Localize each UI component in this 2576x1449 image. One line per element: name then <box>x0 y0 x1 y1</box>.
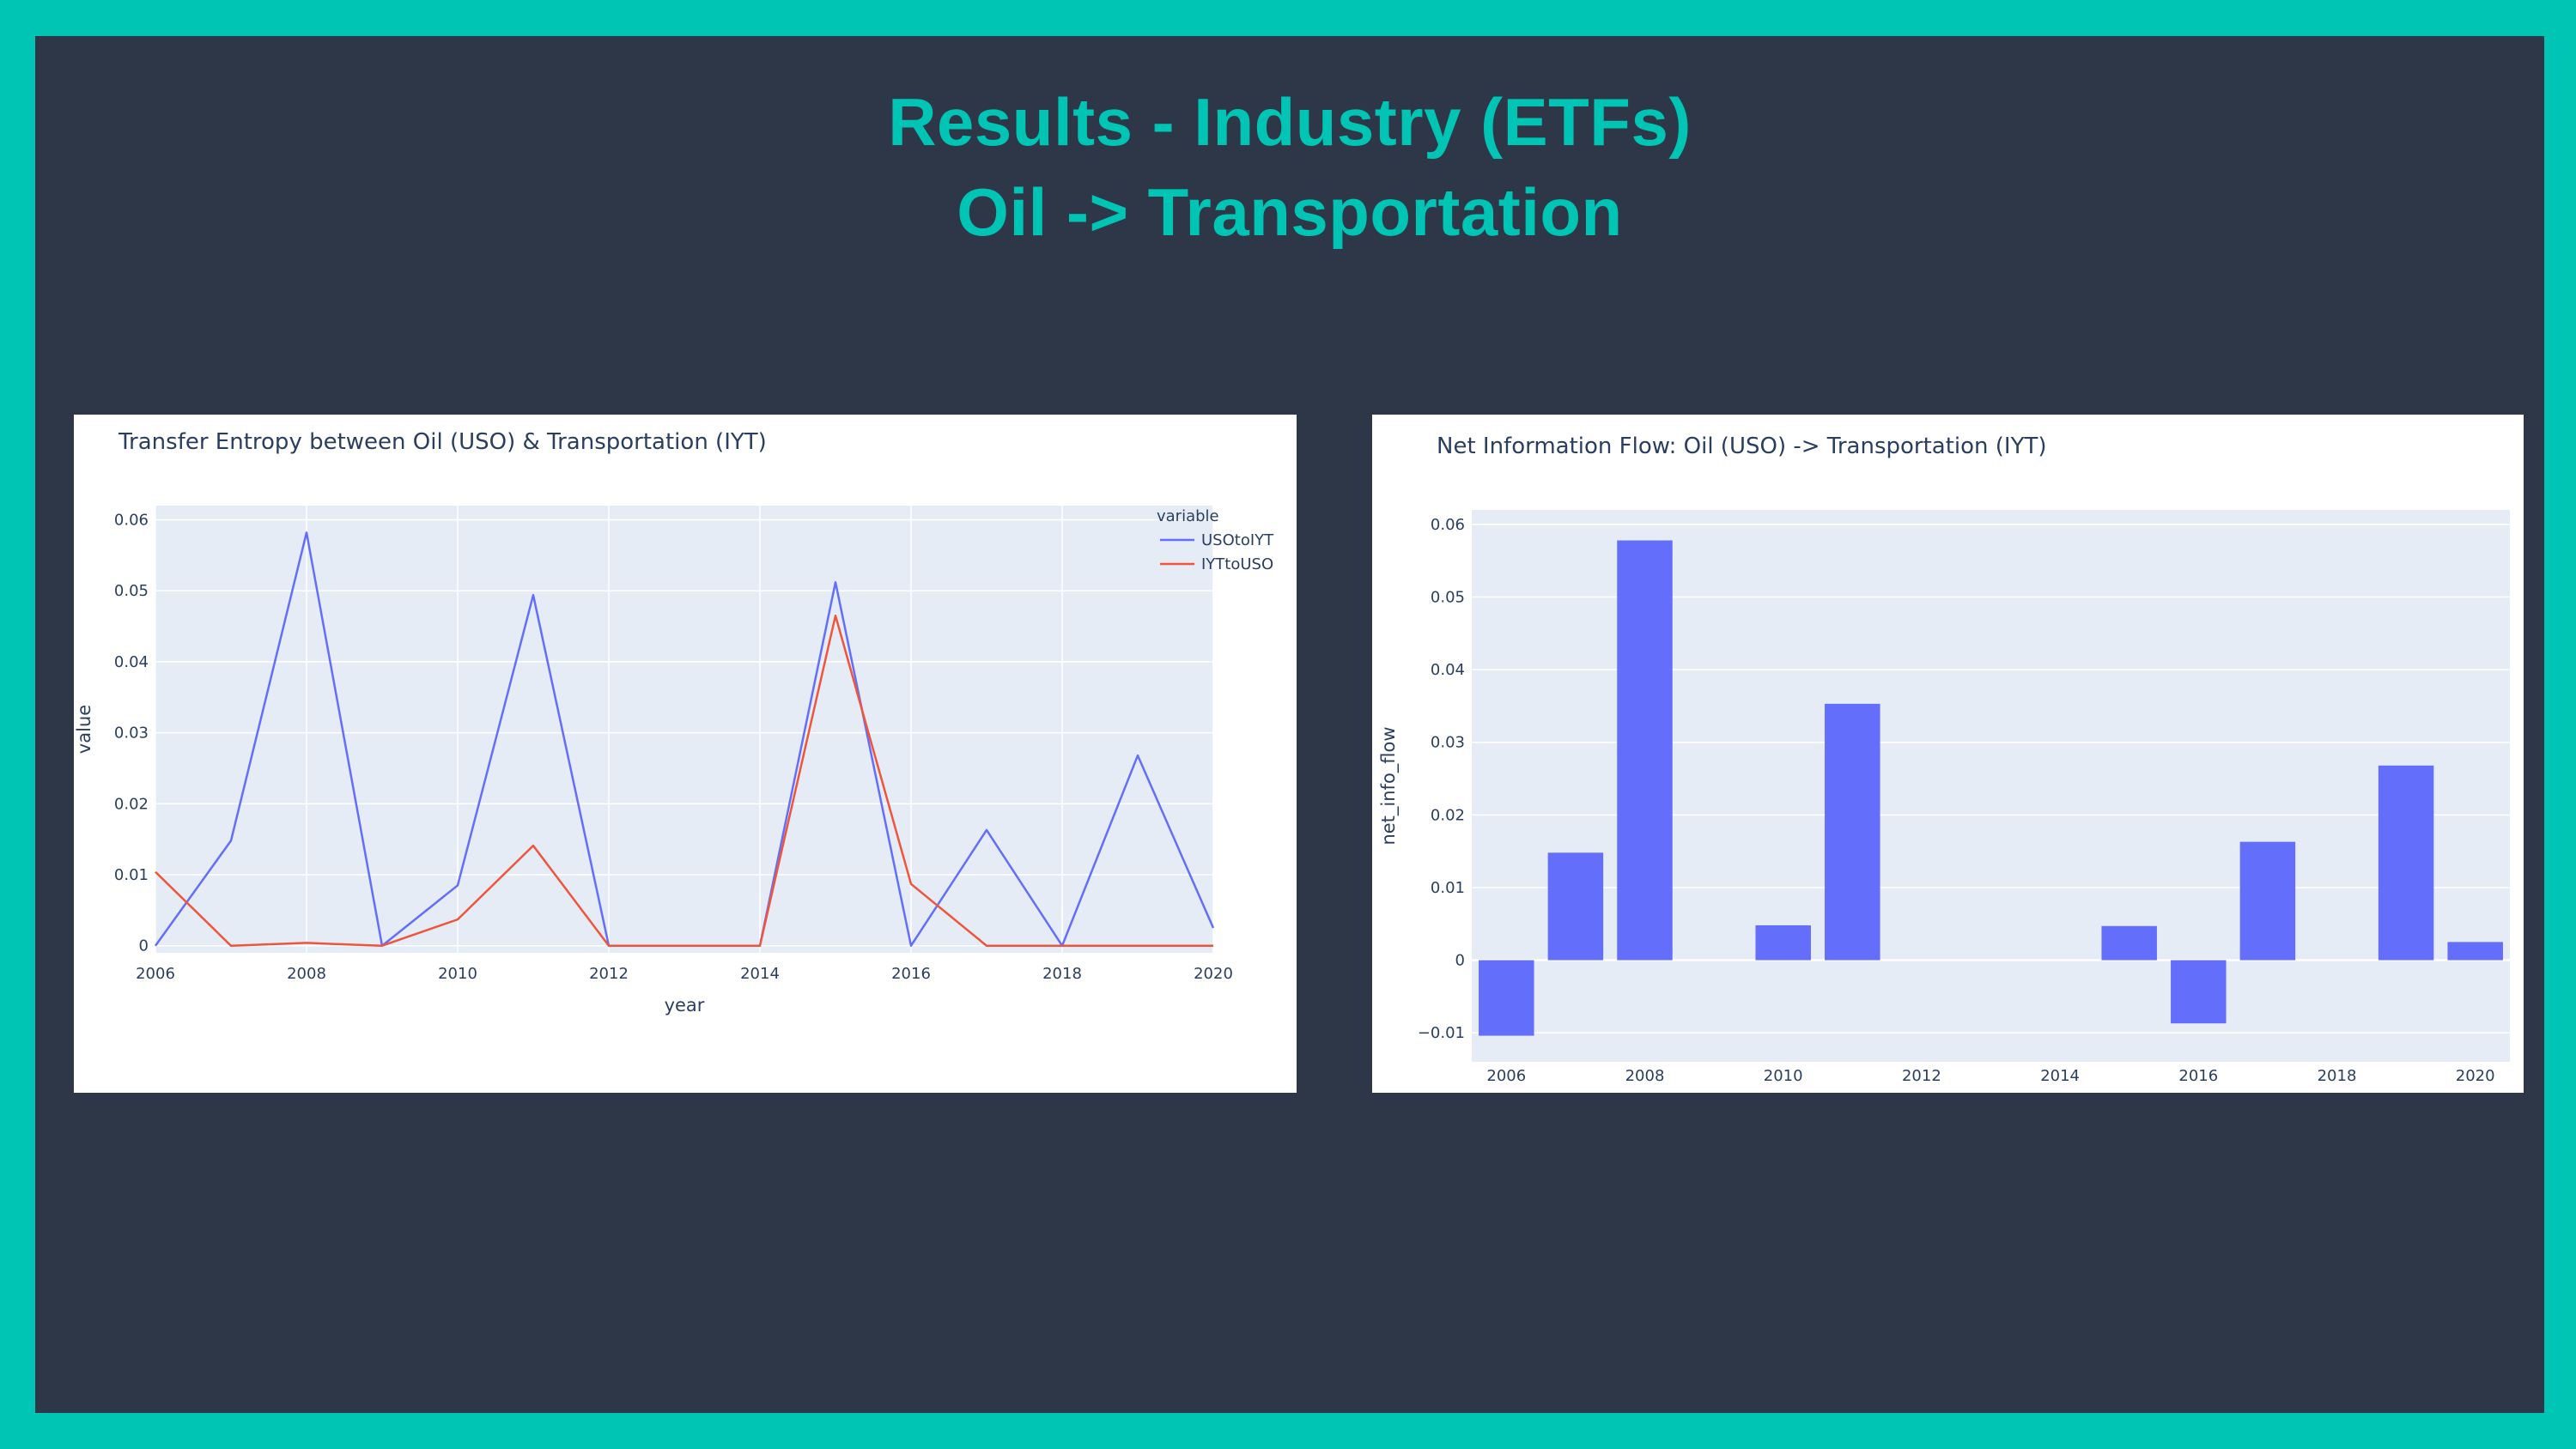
x-tick-label: 2016 <box>2178 1067 2218 1085</box>
net-info-flow-bar-chart: Net Information Flow: Oil (USO) -> Trans… <box>1378 433 2510 1085</box>
x-tick-label: 2010 <box>438 965 477 983</box>
bar-2006 <box>1479 960 1534 1036</box>
y-tick-label: 0.02 <box>1431 806 1465 824</box>
x-tick-label: 2020 <box>2456 1067 2495 1085</box>
y-tick-label: 0 <box>1455 952 1465 970</box>
y-tick-label: 0.06 <box>1431 516 1465 534</box>
bar-2017 <box>2239 841 2296 961</box>
x-tick-label: 2006 <box>136 965 175 983</box>
x-tick-label: 2012 <box>589 965 629 983</box>
y-tick-label: 0.02 <box>114 795 149 813</box>
x-tick-label: 2014 <box>740 965 780 983</box>
bar-2016 <box>2171 960 2227 1024</box>
y-tick-label: 0.04 <box>114 653 149 671</box>
y-tick-label: 0.05 <box>114 582 149 600</box>
bar-2020 <box>2447 942 2503 961</box>
x-tick-label: 2008 <box>1625 1067 1665 1085</box>
y-tick-label: 0.01 <box>1431 879 1465 897</box>
x-tick-label: 2018 <box>1042 965 1082 983</box>
y-tick-label: 0.03 <box>1431 734 1465 752</box>
net-info-flow-chart-panel: Net Information Flow: Oil (USO) -> Trans… <box>1372 415 2524 1093</box>
y-tick-label: 0.06 <box>114 512 149 530</box>
bar-2008 <box>1617 540 1673 961</box>
transfer-entropy-line-chart: Transfer Entropy between Oil (USO) & Tra… <box>74 429 1274 1016</box>
x-tick-label: 2020 <box>1194 965 1233 983</box>
x-axis-label: year <box>665 995 705 1016</box>
bar-2010 <box>1755 925 1811 961</box>
y-tick-label: −0.01 <box>1418 1024 1465 1042</box>
chart-title: Transfer Entropy between Oil (USO) & Tra… <box>118 429 767 455</box>
x-tick-label: 2008 <box>287 965 326 983</box>
y-tick-label: 0.03 <box>114 724 149 743</box>
x-tick-label: 2016 <box>891 965 931 983</box>
x-tick-label: 2014 <box>2040 1067 2080 1085</box>
x-tick-label: 2012 <box>1902 1067 1941 1085</box>
y-tick-label: 0.05 <box>1431 589 1465 607</box>
legend-title: variable <box>1157 507 1219 525</box>
y-axis-label: net_info_flow <box>1378 726 1400 845</box>
y-tick-label: 0.04 <box>1431 661 1465 679</box>
bar-2011 <box>1825 703 1880 961</box>
y-axis-label: value <box>74 705 94 754</box>
slide-title-line1: Results - Industry (ETFs) <box>888 84 1692 160</box>
slide-background: Results - Industry (ETFs) Oil -> Transpo… <box>35 36 2544 1413</box>
bar-2015 <box>2101 925 2157 961</box>
plot-area <box>155 506 1213 953</box>
x-tick-label: 2006 <box>1486 1067 1526 1085</box>
legend-item-label: USOtoIYT <box>1201 531 1274 549</box>
x-tick-label: 2010 <box>1764 1067 1803 1085</box>
bar-2007 <box>1547 852 1604 961</box>
y-tick-label: 0 <box>139 937 149 955</box>
legend-item-label: IYTtoUSO <box>1201 555 1273 573</box>
slide-title-line2: Oil -> Transportation <box>957 174 1623 250</box>
bar-2019 <box>2378 765 2434 961</box>
transfer-entropy-chart-panel: Transfer Entropy between Oil (USO) & Tra… <box>74 415 1297 1093</box>
x-tick-label: 2018 <box>2318 1067 2357 1085</box>
series-line-iyttouso <box>155 614 1213 947</box>
chart-title: Net Information Flow: Oil (USO) -> Trans… <box>1437 433 2047 459</box>
y-tick-label: 0.01 <box>114 866 149 884</box>
